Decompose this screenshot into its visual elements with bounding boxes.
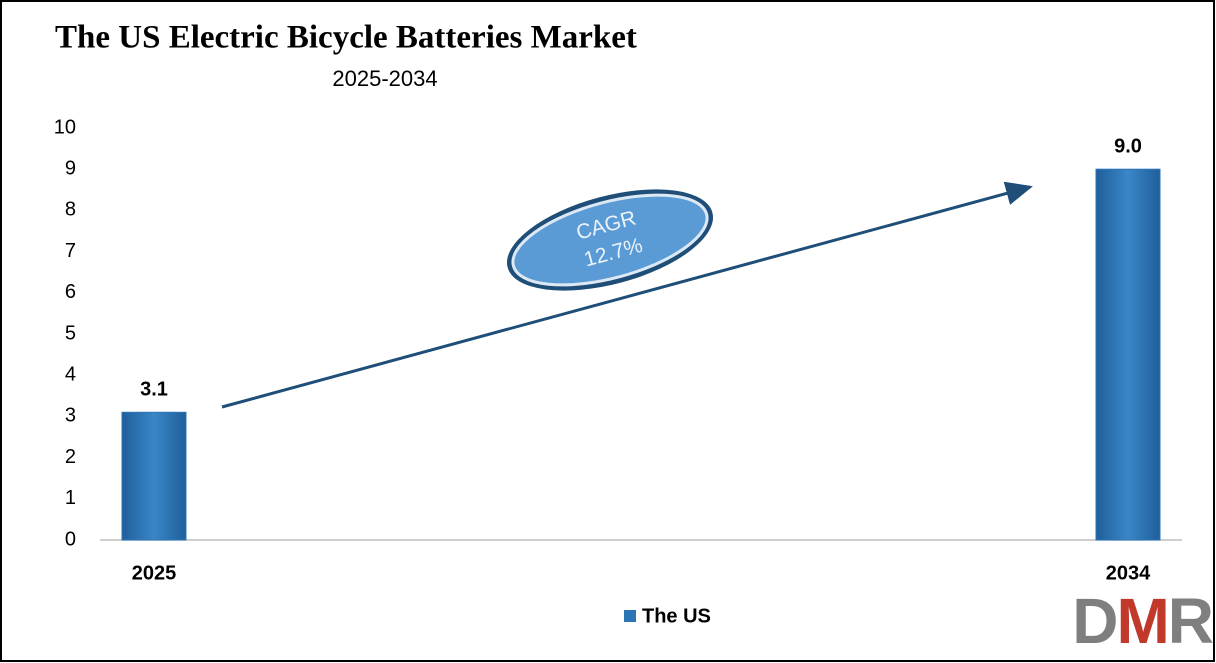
bar bbox=[121, 411, 187, 541]
y-tick-label: 2 bbox=[65, 446, 76, 468]
y-tick-label: 9 bbox=[65, 157, 76, 179]
x-tick-label: 2025 bbox=[132, 562, 177, 584]
y-tick-label: 8 bbox=[65, 199, 76, 221]
logo: DMR bbox=[1072, 585, 1213, 657]
y-tick-label: 7 bbox=[65, 240, 76, 262]
x-tick-label: 2034 bbox=[1106, 562, 1151, 584]
legend-swatch bbox=[624, 610, 636, 622]
badge-fill bbox=[511, 193, 709, 287]
bar bbox=[1095, 168, 1161, 541]
chart-title: The US Electric Bicycle Batteries Market bbox=[55, 20, 637, 56]
y-tick-label: 1 bbox=[65, 487, 76, 509]
value-label: 9.0 bbox=[1114, 135, 1142, 157]
y-tick-label: 5 bbox=[65, 322, 76, 344]
y-tick-label: 0 bbox=[65, 528, 76, 550]
y-tick-label: 10 bbox=[54, 116, 76, 138]
trend-arrow bbox=[221, 181, 1033, 409]
value-label: 3.1 bbox=[140, 379, 168, 401]
y-tick-label: 3 bbox=[65, 405, 76, 427]
chart-subtitle: 2025-2034 bbox=[332, 66, 437, 91]
cagr-badge: CAGR 12.7% bbox=[506, 189, 714, 291]
legend-label: The US bbox=[642, 605, 711, 627]
y-tick-label: 6 bbox=[65, 281, 76, 303]
y-tick-label: 4 bbox=[65, 363, 76, 385]
